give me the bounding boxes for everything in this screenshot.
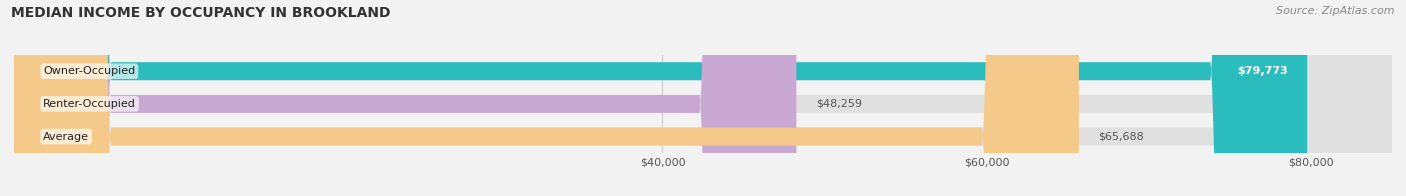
FancyBboxPatch shape <box>14 0 1392 196</box>
FancyBboxPatch shape <box>14 0 1392 196</box>
FancyBboxPatch shape <box>14 0 1308 196</box>
Text: Source: ZipAtlas.com: Source: ZipAtlas.com <box>1277 6 1395 16</box>
Text: Average: Average <box>44 132 89 142</box>
Text: $79,773: $79,773 <box>1237 66 1288 76</box>
Text: MEDIAN INCOME BY OCCUPANCY IN BROOKLAND: MEDIAN INCOME BY OCCUPANCY IN BROOKLAND <box>11 6 391 20</box>
Text: $65,688: $65,688 <box>1098 132 1144 142</box>
FancyBboxPatch shape <box>14 0 1078 196</box>
Text: Renter-Occupied: Renter-Occupied <box>44 99 136 109</box>
FancyBboxPatch shape <box>14 0 1392 196</box>
Text: Owner-Occupied: Owner-Occupied <box>44 66 135 76</box>
FancyBboxPatch shape <box>14 0 796 196</box>
Text: $48,259: $48,259 <box>815 99 862 109</box>
